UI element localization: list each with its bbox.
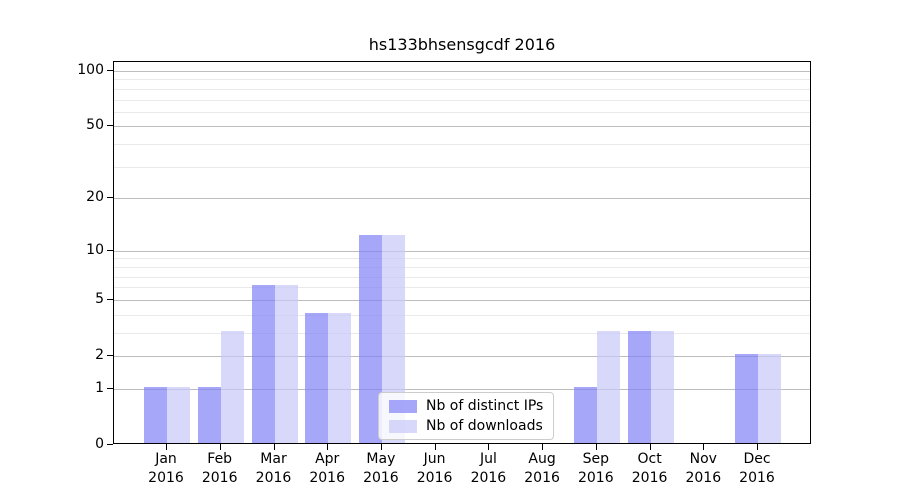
y-tick-mark-50 [107, 125, 113, 127]
y-tick-mark-10 [107, 249, 113, 251]
x-tick-mark-feb [219, 444, 221, 450]
bar-downloads-feb [220, 330, 244, 443]
x-tick-label-feb: Feb 2016 [201, 451, 238, 486]
x-tick-mark-jun [434, 444, 436, 450]
legend: Nb of distinct IPs Nb of downloads [378, 392, 555, 440]
y-tick-label-0: 0 [95, 436, 104, 452]
y-gridline-major-100 [114, 71, 810, 72]
bar-distinct-ips-sep [573, 386, 597, 443]
y-gridline-minor-40 [114, 144, 810, 146]
y-tick-mark-0 [107, 444, 113, 445]
y-tick-label-2: 2 [95, 347, 104, 363]
y-tick-label-50: 50 [86, 117, 104, 134]
y-tick-mark-100 [107, 70, 113, 71]
y-gridline-major-2 [114, 356, 810, 357]
x-tick-label-apr: Apr 2016 [309, 451, 345, 486]
x-tick-label-sep: Sep 2016 [577, 451, 614, 486]
bar-distinct-ips-jan [144, 386, 167, 443]
x-tick-label-jul: Jul 2016 [470, 451, 507, 486]
y-gridline-major-5 [114, 299, 810, 301]
y-tick-label-100: 100 [77, 62, 104, 78]
bar-downloads-sep [596, 330, 620, 443]
bar-distinct-ips-dec [735, 354, 758, 443]
y-gridline-minor-7 [114, 276, 810, 278]
y-gridline-minor-60 [114, 111, 810, 113]
bar-distinct-ips-feb [197, 386, 221, 443]
bar-distinct-ips-mar [251, 285, 275, 443]
legend-label-downloads: Nb of downloads [426, 418, 543, 434]
x-tick-label-nov: Nov 2016 [685, 451, 722, 486]
y-tick-mark-2 [107, 355, 113, 356]
y-gridline-major-20 [114, 198, 810, 200]
chart-title: hs133bhsensgcdf 2016 [368, 35, 556, 54]
y-gridline-minor-70 [114, 99, 810, 101]
legend-swatch-downloads [389, 419, 417, 433]
y-tick-label-1: 1 [95, 379, 104, 396]
x-tick-mark-apr [327, 444, 329, 450]
y-tick-label-20: 20 [86, 189, 104, 206]
bar-downloads-jan [167, 386, 190, 443]
legend-label-distinct-ips: Nb of distinct IPs [426, 398, 544, 414]
y-gridline-minor-30 [114, 166, 810, 168]
x-tick-mark-jan [166, 444, 167, 450]
y-gridline-major-50 [114, 126, 810, 128]
x-tick-label-dec: Dec 2016 [739, 451, 775, 486]
legend-entry-downloads: Nb of downloads [389, 418, 543, 434]
x-tick-label-aug: Aug 2016 [524, 451, 560, 486]
y-tick-mark-5 [107, 298, 113, 300]
y-gridline-major-1 [114, 388, 810, 390]
x-tick-mark-oct [649, 444, 651, 450]
x-tick-mark-dec [757, 444, 758, 450]
x-tick-mark-sep [595, 444, 597, 450]
bar-downloads-apr [328, 312, 352, 443]
x-tick-label-may: May 2016 [363, 451, 399, 486]
bar-downloads-mar [274, 285, 298, 443]
bar-downloads-may [381, 235, 405, 443]
x-tick-mark-aug [542, 444, 544, 450]
x-tick-mark-may [380, 444, 382, 450]
y-gridline-minor-4 [114, 314, 810, 316]
x-tick-label-jun: Jun 2016 [416, 451, 453, 486]
bar-distinct-ips-apr [305, 312, 329, 443]
y-gridline-major-10 [114, 250, 810, 252]
legend-entry-distinct-ips: Nb of distinct IPs [389, 398, 543, 414]
x-tick-label-mar: Mar 2016 [255, 451, 292, 486]
y-gridline-minor-8 [114, 266, 810, 268]
x-tick-label-jan: Jan 2016 [148, 451, 184, 486]
y-gridline-minor-9 [114, 258, 810, 260]
legend-swatch-distinct-ips [389, 399, 417, 413]
y-gridline-minor-6 [114, 287, 810, 289]
x-tick-label-oct: Oct 2016 [631, 451, 668, 486]
bar-distinct-ips-may [358, 235, 382, 443]
x-tick-mark-jul [488, 444, 490, 450]
y-tick-mark-20 [107, 197, 113, 199]
y-tick-mark-1 [107, 387, 113, 389]
bar-downloads-oct [650, 330, 674, 443]
bar-distinct-ips-oct [627, 330, 651, 443]
y-tick-label-5: 5 [95, 290, 104, 307]
x-tick-mark-mar [273, 444, 275, 450]
plot-area [113, 61, 811, 444]
y-gridline-minor-3 [114, 332, 810, 334]
y-gridline-minor-90 [114, 79, 810, 81]
x-tick-mark-nov [703, 444, 705, 450]
y-gridline-minor-80 [114, 88, 810, 90]
bar-downloads-dec [758, 354, 781, 443]
y-tick-label-10: 10 [86, 241, 104, 258]
